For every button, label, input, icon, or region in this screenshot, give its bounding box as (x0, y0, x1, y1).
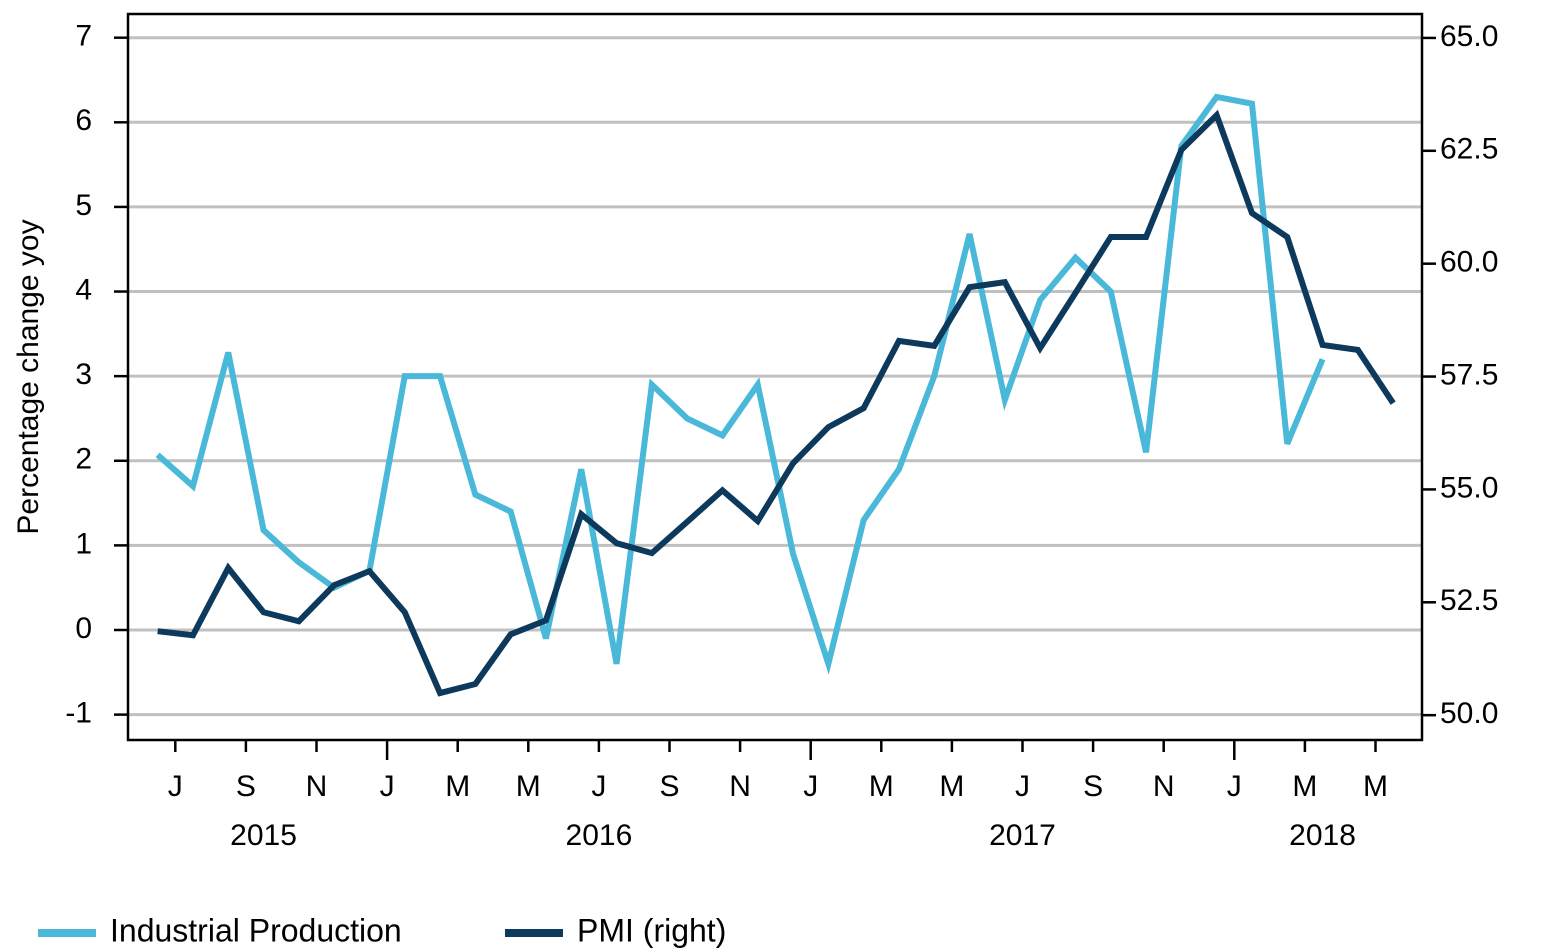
x-tick-label: J (1015, 770, 1030, 803)
y-tick-label: 3 (75, 358, 92, 391)
x-tick-label: J (168, 770, 183, 803)
year-label: 2015 (230, 819, 297, 852)
y2-tick-label: 55.0 (1440, 471, 1498, 504)
x-tick-label: J (803, 770, 818, 803)
x-tick-label: J (1227, 770, 1242, 803)
year-label: 2016 (566, 819, 633, 852)
x-tick-label: S (1083, 770, 1103, 803)
y-tick-label: 4 (75, 273, 92, 306)
y-tick-label: 6 (75, 104, 92, 137)
y2-tick-label: 65.0 (1440, 20, 1498, 53)
y-tick-label: 1 (75, 527, 92, 560)
y2-tick-label: 57.5 (1440, 358, 1498, 391)
y-tick-label: 7 (75, 20, 92, 53)
x-tick-label: N (1153, 770, 1175, 803)
plot-frame (126, 12, 1424, 742)
x-tick-label: M (445, 770, 470, 803)
x-tick-label: M (1292, 770, 1317, 803)
y2-tick-label: 52.5 (1440, 584, 1498, 617)
x-tick-label: N (729, 770, 751, 803)
series-line (155, 93, 1326, 675)
legend-label: Industrial Production (110, 912, 402, 948)
y-axis-label: Percentage change yoy (12, 219, 45, 534)
y-tick-label: 5 (75, 189, 92, 222)
x-tick-label: M (1363, 770, 1388, 803)
x-tick-label: M (869, 770, 894, 803)
x-tick-label: M (939, 770, 964, 803)
y2-tick-label: 60.0 (1440, 246, 1498, 279)
x-tick-label: S (236, 770, 256, 803)
x-tick-label: S (659, 770, 679, 803)
year-label: 2018 (1289, 819, 1356, 852)
x-tick-label: J (591, 770, 606, 803)
x-tick-label: J (380, 770, 395, 803)
legend-label: PMI (right) (577, 912, 726, 948)
year-label: 2017 (989, 819, 1056, 852)
x-tick-label: M (516, 770, 541, 803)
y2-tick-label: 50.0 (1440, 697, 1498, 730)
y-tick-label: 2 (75, 443, 92, 476)
y-tick-label: 0 (75, 612, 92, 645)
x-tick-label: N (306, 770, 328, 803)
y-tick-label: -1 (65, 697, 92, 730)
series-line (157, 109, 1396, 697)
y2-tick-label: 62.5 (1440, 133, 1498, 166)
